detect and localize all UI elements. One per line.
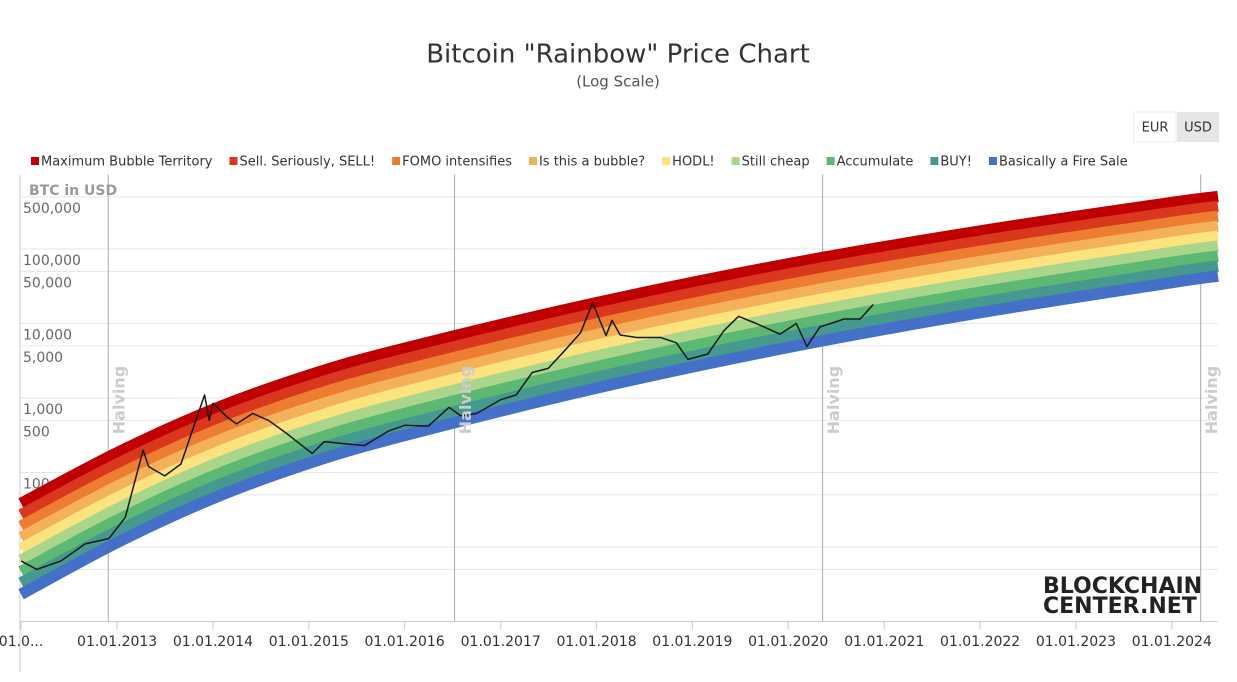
x-tick-label: 01.01.2018 — [556, 634, 636, 650]
y-tick-label: 500 — [23, 424, 50, 440]
legend-swatch — [826, 157, 835, 165]
legend-swatch — [229, 157, 238, 165]
x-tick-label: 01.01.2022 — [940, 634, 1020, 650]
legend-label: Sell. Seriously, SELL! — [239, 155, 375, 170]
legend: Maximum Bubble Territory Sell. Seriously,… — [31, 155, 1128, 170]
legend-label: Accumulate — [837, 155, 914, 170]
legend-label: Basically a Fire Sale — [999, 155, 1128, 170]
y-tick-label: 100,000 — [23, 253, 81, 269]
rainbow-band — [18, 230, 1219, 554]
legend-label: FOMO intensifies — [402, 155, 512, 170]
y-tick-label: 50,000 — [23, 275, 72, 291]
plot-area: 510501005001,0005,00010,00050,000100,000… — [0, 174, 1221, 672]
x-tick-label: 01.01.2014 — [173, 634, 253, 650]
logo-line-1: BLOCKCHAIN — [1043, 574, 1202, 599]
legend-swatch — [731, 157, 740, 165]
y-tick-label: 500,000 — [23, 201, 81, 217]
y-axis-title: BTC in USD — [29, 183, 117, 199]
x-tick-label: 01.0... — [0, 634, 43, 650]
chart-subtitle: (Log Scale) — [576, 73, 660, 91]
rainbow-band — [18, 250, 1219, 577]
x-tick-label: 01.01.2013 — [77, 634, 157, 650]
legend-swatch — [988, 157, 997, 165]
legend-swatch — [31, 157, 39, 165]
currency-switch: EUR USD — [1133, 111, 1219, 143]
eur-button-label[interactable]: EUR — [1142, 121, 1169, 136]
legend-swatch — [930, 157, 939, 165]
rainbow-band — [18, 210, 1219, 532]
halving-label: Halving — [824, 366, 843, 434]
rainbow-band — [18, 200, 1219, 520]
y-tick-label: 10,000 — [23, 328, 72, 344]
rainbow-band — [18, 190, 1219, 509]
rainbow-band — [18, 240, 1219, 566]
usd-button[interactable] — [1177, 112, 1219, 142]
x-tick-label: 01.01.2021 — [844, 634, 924, 650]
legend-label: Maximum Bubble Territory — [41, 155, 213, 170]
rainbow-band — [18, 260, 1219, 588]
x-tick-label: 01.01.2019 — [652, 634, 732, 650]
halving-label: Halving — [456, 366, 475, 434]
usd-button-label[interactable]: USD — [1184, 121, 1212, 136]
x-tick-label: 01.01.2015 — [269, 634, 349, 650]
legend-label: BUY! — [940, 155, 972, 170]
rainbow-band — [18, 270, 1219, 600]
legend-label: HODL! — [672, 155, 714, 170]
y-tick-label: 1,000 — [23, 402, 63, 418]
legend-label: Still cheap — [742, 155, 810, 170]
x-tick-label: 01.01.2023 — [1036, 634, 1116, 650]
legend-swatch — [528, 157, 537, 165]
x-tick-label: 01.01.2024 — [1132, 634, 1212, 650]
chart-title: Bitcoin "Rainbow" Price Chart — [426, 40, 810, 70]
x-tick-label: 01.01.2020 — [748, 634, 828, 650]
halving-label: Halving — [1202, 366, 1221, 434]
eur-button[interactable] — [1133, 111, 1177, 143]
rainbow-band — [18, 220, 1219, 543]
legend-swatch — [392, 157, 401, 165]
x-tick-label: 01.01.2017 — [461, 634, 541, 650]
logo-line-2: CENTER.NET — [1043, 594, 1197, 619]
price-line — [20, 301, 874, 571]
legend-label: Is this a bubble? — [539, 155, 645, 170]
legend-swatch — [662, 157, 671, 165]
x-tick-label: 01.01.2016 — [365, 634, 445, 650]
y-tick-label: 5,000 — [23, 350, 63, 366]
halving-label: Halving — [110, 366, 129, 434]
